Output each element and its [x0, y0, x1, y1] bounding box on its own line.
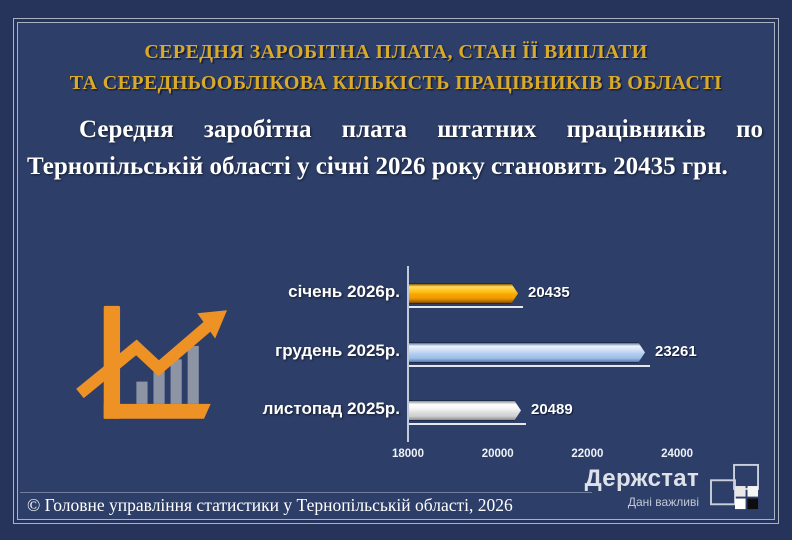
bar-baseline	[409, 306, 523, 308]
derzhstat-slogan: Дані важливі	[627, 494, 699, 509]
derzhstat-logo: Держстат Дані важливі	[585, 463, 762, 511]
derzhstat-logo-text: Держстат Дані важливі	[584, 464, 699, 509]
bar-baseline	[409, 423, 526, 425]
derzhstat-name: Держстат	[584, 464, 699, 492]
category-label: грудень 2025р.	[275, 341, 400, 360]
x-tick-label: 20000	[481, 448, 514, 460]
growth-chart-icon	[74, 294, 230, 438]
category-label: січень 2026р.	[288, 282, 400, 301]
page-title: СЕРЕДНЯ ЗАРОБІТНА ПЛАТА, СТАН ЇЇ ВИПЛАТИ…	[30, 37, 762, 99]
panel-frame	[13, 18, 779, 524]
value-label: 20435	[528, 284, 570, 301]
footer-divider	[20, 492, 592, 493]
value-label: 23261	[655, 343, 697, 360]
x-tick-label: 18000	[392, 448, 424, 460]
bar-baseline	[409, 365, 650, 367]
bar-3	[409, 400, 521, 421]
value-label: 20489	[531, 401, 573, 418]
panel-background	[17, 22, 775, 520]
chart-axis	[407, 266, 409, 442]
growth-chart-icon-svg	[76, 305, 228, 419]
bar-chart: січень 2026р. 20435 грудень 2025р. 23261 лис…	[240, 262, 788, 464]
page-title-line-1: СЕРЕДНЯ ЗАРОБІТНА ПЛАТА, СТАН ЇЇ ВИПЛАТИ	[144, 41, 648, 63]
page-title-line-2: ТА СЕРЕДНЬООБЛІКОВА КІЛЬКІСТЬ ПРАЦІВНИКІ…	[69, 72, 723, 94]
x-tick-label: 24000	[661, 448, 694, 460]
x-tick-label: 22000	[571, 448, 604, 460]
derzhstat-mark-icon	[710, 463, 759, 510]
summary-paragraph: Середня заробітна плата штатних працівни…	[27, 116, 763, 180]
category-label: листопад 2025р.	[262, 399, 400, 418]
bar-1	[409, 283, 518, 304]
copyright-text: © Головне управління статистики у Терноп…	[27, 495, 513, 515]
bar-2	[409, 342, 645, 363]
